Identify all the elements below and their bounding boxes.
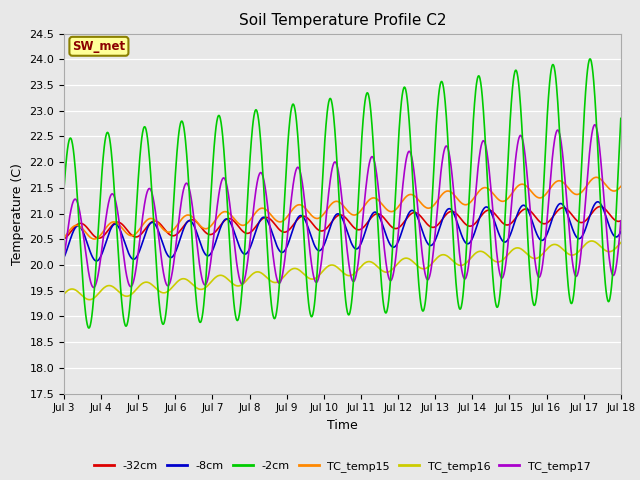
TC_temp17 (246, 234, 254, 240)
Line: -2cm: -2cm (64, 59, 621, 328)
-32cm (184, 218, 191, 224)
-2cm (60, 186, 68, 192)
TC_temp17 (591, 122, 598, 128)
-8cm (93, 258, 100, 264)
-2cm (502, 198, 509, 204)
Text: SW_met: SW_met (72, 40, 125, 53)
TC_temp16 (551, 241, 559, 247)
TC_temp16 (86, 297, 93, 302)
-32cm (502, 222, 509, 228)
-8cm (617, 229, 625, 235)
TC_temp15 (246, 216, 254, 222)
-8cm (551, 208, 559, 214)
-8cm (246, 244, 254, 250)
-2cm (184, 173, 192, 179)
TC_temp17 (551, 134, 559, 140)
-8cm (171, 251, 179, 256)
-32cm (60, 236, 68, 241)
TC_temp17 (60, 254, 68, 260)
-2cm (551, 69, 559, 75)
TC_temp15 (502, 197, 509, 203)
TC_temp17 (184, 182, 192, 188)
TC_temp17 (171, 253, 179, 259)
TC_temp17 (90, 285, 97, 290)
-8cm (594, 199, 602, 204)
Title: Soil Temperature Profile C2: Soil Temperature Profile C2 (239, 13, 446, 28)
-2cm (617, 116, 625, 121)
-8cm (60, 254, 68, 260)
TC_temp16 (171, 282, 179, 288)
-32cm (617, 218, 625, 224)
Line: TC_temp15: TC_temp15 (64, 177, 621, 239)
-8cm (502, 239, 509, 245)
-2cm (85, 325, 93, 331)
TC_temp15 (171, 226, 179, 231)
TC_temp15 (429, 203, 437, 209)
TC_temp15 (60, 235, 68, 241)
TC_temp17 (502, 260, 509, 266)
-32cm (170, 233, 178, 239)
-32cm (596, 204, 604, 209)
Line: -32cm: -32cm (64, 206, 621, 239)
-32cm (551, 212, 559, 217)
-32cm (246, 229, 254, 235)
TC_temp15 (551, 180, 559, 185)
Line: TC_temp17: TC_temp17 (64, 125, 621, 288)
TC_temp16 (502, 254, 509, 260)
Y-axis label: Temperature (C): Temperature (C) (11, 163, 24, 264)
-32cm (429, 225, 436, 230)
TC_temp16 (617, 240, 625, 245)
-8cm (184, 218, 192, 224)
TC_temp16 (60, 291, 68, 297)
-2cm (429, 177, 437, 182)
-8cm (429, 241, 437, 247)
TC_temp15 (184, 212, 192, 218)
TC_temp15 (91, 236, 99, 242)
-2cm (171, 182, 179, 188)
TC_temp17 (429, 251, 437, 256)
TC_temp16 (429, 259, 437, 265)
-2cm (586, 56, 594, 62)
TC_temp15 (593, 174, 600, 180)
-2cm (246, 149, 254, 155)
TC_temp17 (617, 218, 625, 224)
Legend: -32cm, -8cm, -2cm, TC_temp15, TC_temp16, TC_temp17: -32cm, -8cm, -2cm, TC_temp15, TC_temp16,… (90, 457, 595, 477)
TC_temp15 (617, 183, 625, 189)
TC_temp16 (246, 273, 254, 279)
TC_temp16 (588, 238, 596, 244)
Line: -8cm: -8cm (64, 202, 621, 261)
TC_temp16 (184, 278, 192, 284)
X-axis label: Time: Time (327, 419, 358, 432)
Line: TC_temp16: TC_temp16 (64, 241, 621, 300)
